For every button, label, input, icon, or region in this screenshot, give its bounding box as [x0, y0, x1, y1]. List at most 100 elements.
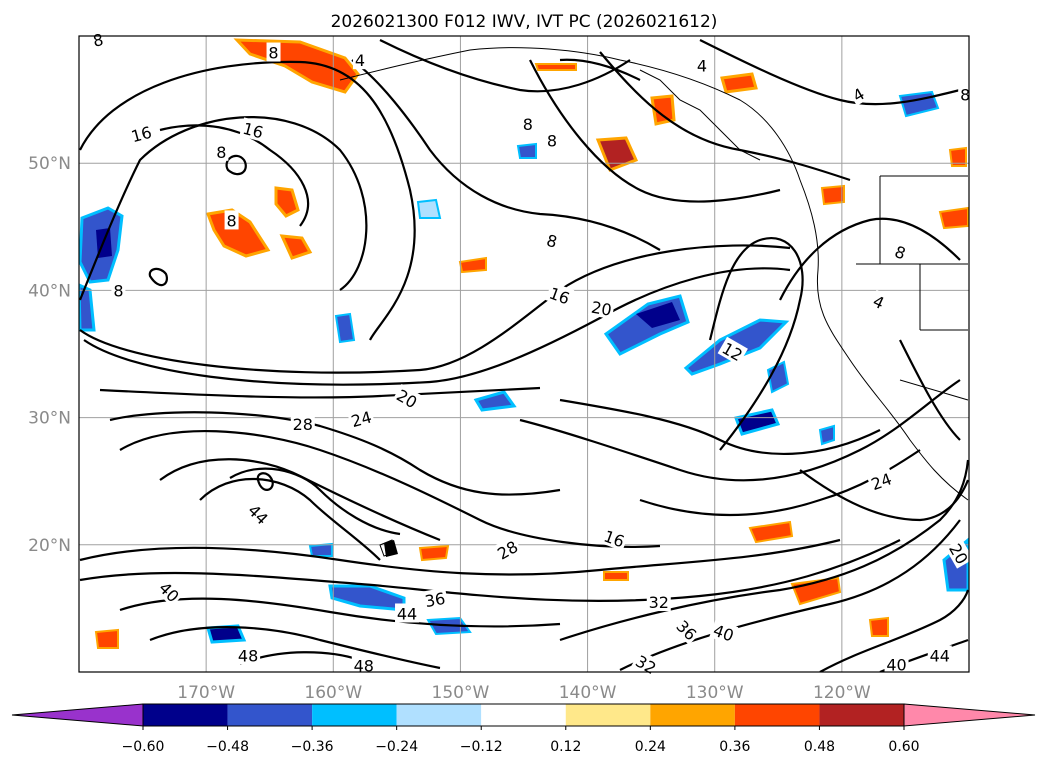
contour-label: 8: [224, 210, 239, 230]
contour-line: [109, 411, 561, 496]
positive-anomaly-patch: [948, 146, 967, 167]
contour-label-text: 8: [91, 30, 104, 50]
contour-line: [529, 59, 781, 203]
positive-anomaly-patch: [748, 520, 794, 544]
contour-label: 8: [89, 28, 107, 51]
contour-label-bg: [352, 50, 367, 70]
contour-line: [79, 244, 791, 374]
contour-label: 4: [868, 289, 890, 313]
contour-label-bg: [695, 55, 709, 75]
colorbar: −0.60 −0.48 −0.36 −0.24 −0.12 0.12 0.24 0.36 0.4…: [11, 703, 1036, 755]
longitude-labels: 170°W 160°W 150°W 140°W 130°W 120°W: [177, 683, 871, 703]
contour-label-bg: [154, 576, 185, 607]
contour-label-bg: [266, 42, 281, 62]
contour-label-bg: [717, 336, 748, 366]
contour-label-bg: [545, 281, 575, 309]
contour-line: [819, 589, 969, 672]
contour-line: [99, 386, 541, 399]
contour-label-bg: [884, 654, 909, 674]
colorbar-tick-label: 0.48: [804, 739, 835, 755]
colorbar-swatch: [396, 704, 482, 726]
colorbar-tick-label: 0.36: [719, 739, 750, 755]
contour-label: 8: [544, 130, 559, 150]
contour-line: [779, 217, 961, 301]
negative-anomaly-patch: [473, 390, 517, 412]
contour-label-text: 32: [649, 593, 669, 612]
contour-label: 16: [239, 117, 268, 142]
contour-line: [379, 39, 631, 93]
contour-label: 48: [236, 645, 261, 665]
colorbar-tick-label: −0.60: [122, 739, 165, 755]
contour-line: [159, 124, 310, 227]
contour-label-bg: [290, 413, 315, 433]
colorbar-swatch: [734, 704, 820, 726]
negative-anomaly-patch: [79, 283, 96, 332]
colorbar-tick-label: −0.12: [460, 739, 503, 755]
colorbar-swatch: [143, 704, 228, 726]
lon-tick-label: 160°W: [304, 683, 362, 703]
contour-label-bg: [392, 383, 423, 413]
contour-line: [79, 539, 901, 602]
contour-label-text: 16: [129, 123, 154, 147]
contour-line: [708, 237, 804, 451]
contour-label-text: 8: [226, 211, 236, 230]
lon-tick-label: 150°W: [432, 683, 490, 703]
contour-label: 44: [927, 645, 952, 665]
contour-label: 8: [111, 280, 126, 300]
lat-tick-label: 40°N: [28, 281, 71, 301]
colorbar-swatch: [819, 704, 904, 726]
contour-label-bg: [631, 649, 662, 679]
contour-label-bg: [492, 535, 523, 564]
contour-label-text: 24: [349, 408, 374, 432]
contour-label: 4: [352, 50, 367, 70]
colorbar-swatch: [227, 704, 313, 726]
contour-line: [699, 39, 961, 106]
negative-anomaly-patch: [818, 424, 835, 446]
contour-label-bg: [847, 82, 869, 106]
lon-tick-label: 130°W: [686, 683, 744, 703]
contour-label-bg: [671, 614, 703, 645]
contour-label-text: 8: [113, 281, 123, 300]
contour-line: [559, 58, 641, 81]
positive-anomaly-patch: [94, 628, 119, 649]
colorbar-swatch: [312, 704, 397, 726]
positive-anomaly-patch: [650, 94, 676, 126]
contour-label-bg: [243, 498, 274, 530]
contour-line: [79, 116, 368, 301]
contour-label-bg: [866, 467, 896, 494]
state-borders: [856, 175, 969, 401]
contour-label-text: 48: [238, 646, 258, 665]
positive-anomaly-patch: [603, 571, 629, 581]
latitude-labels: 50°N 40°N 30°N 20°N: [28, 154, 71, 556]
contour-label-bg: [347, 406, 376, 431]
map-frame: [78, 35, 970, 673]
contour-label: 8: [214, 141, 229, 162]
contour-label: 8: [542, 229, 562, 252]
contour-line: [599, 51, 851, 182]
hawaii-island: [384, 540, 398, 557]
contour-label-bg: [127, 121, 156, 146]
negative-anomaly-patch: [416, 198, 442, 219]
contour-line: [119, 429, 661, 548]
coastlines: [339, 47, 969, 557]
negative-anomaly-patch: [334, 312, 356, 344]
contour-label-text: 4: [697, 56, 707, 75]
colorbar-frame: [142, 703, 905, 727]
contour-label-text: 20: [590, 298, 613, 320]
coastline-islands: [639, 69, 761, 161]
contour-label-text: 8: [544, 231, 559, 252]
contour-label-bg: [224, 210, 239, 230]
contour-label-text: 28: [293, 415, 313, 434]
ivt-shading: [79, 38, 969, 649]
contour-line: [229, 467, 401, 536]
contour-label-text: 8: [216, 143, 226, 162]
contour-label: 4: [847, 82, 869, 106]
positive-anomaly-patch: [458, 256, 487, 274]
chart-title: 2026021300 F012 IWV, IVT PC (2026021612): [331, 12, 718, 32]
contour-label: 8: [520, 113, 535, 134]
positive-anomaly-patch: [720, 72, 758, 94]
contour-label-bg: [945, 538, 974, 569]
contour-label-bg: [927, 645, 952, 665]
colorbar-swatch: [650, 704, 735, 726]
contour-label-bg: [214, 141, 229, 161]
